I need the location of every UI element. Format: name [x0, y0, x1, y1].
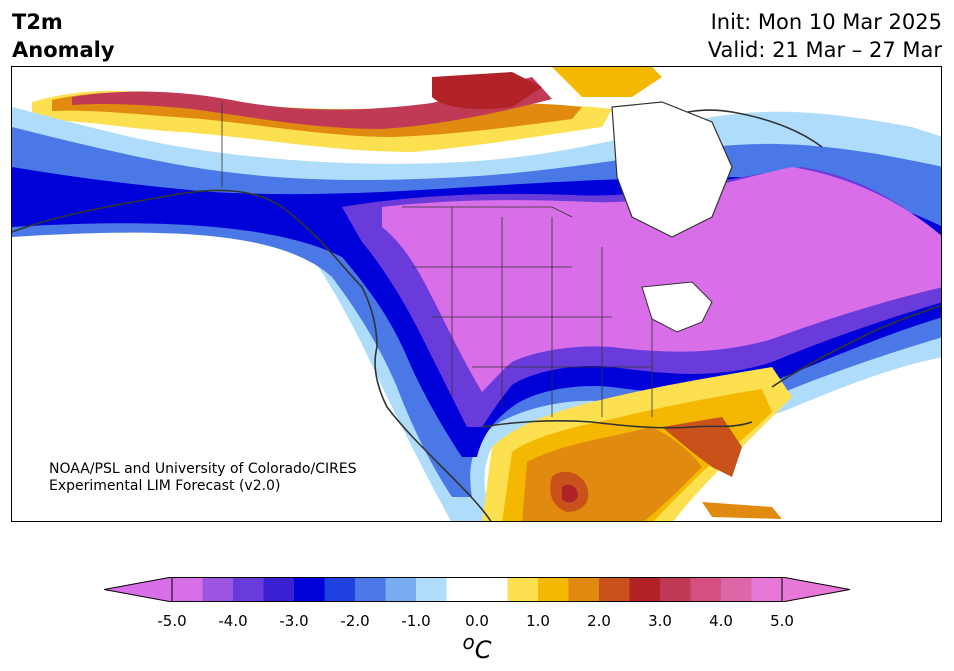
forecast-dates: Init: Mon 10 Mar 2025 Valid: 21 Mar – 27… [708, 8, 942, 64]
colorbar-max-arrow [781, 577, 850, 602]
warm-anomaly-cuba [702, 502, 782, 519]
colorbar-tick-label: 5.0 [770, 612, 794, 630]
colorbar-segment [233, 577, 264, 602]
warm-anomaly-arctic-max [432, 72, 542, 109]
credit-line-2: Experimental LIM Forecast (v2.0) [49, 478, 281, 494]
anomaly-map [11, 66, 942, 522]
colorbar-segment [690, 577, 722, 602]
credit-text: NOAA/PSL and University of Colorado/CIRE… [49, 461, 357, 495]
great-lakes [641, 281, 713, 333]
warm-anomaly-greenland [552, 67, 662, 97]
colorbar-segment [629, 577, 661, 602]
colorbar-segment [507, 577, 539, 602]
colorbar-segment [294, 577, 325, 602]
unit-degree-symbol: o [462, 630, 475, 654]
colorbar-segment [721, 577, 752, 602]
colorbar-segment [568, 577, 600, 602]
political-borders [221, 102, 653, 417]
colorbar-segment [324, 577, 356, 602]
colorbar-unit-label: oC [0, 630, 954, 664]
colorbar-segment [751, 577, 783, 602]
colorbar-tick-label: -3.0 [279, 612, 309, 630]
unit-letter: C [474, 636, 492, 664]
title-variable-suffix: Anomaly [12, 38, 115, 62]
colorbar-tick-label: 3.0 [648, 612, 672, 630]
colorbar-segment [202, 577, 234, 602]
colorbar-tick-label: -2.0 [340, 612, 370, 630]
map-title: T2m Anomaly [12, 8, 115, 64]
colorbar-segment [172, 577, 203, 602]
coastlines [12, 109, 941, 521]
colorbar-min-arrow [104, 577, 173, 602]
colorbar-segment [355, 577, 386, 602]
hudson-bay [611, 101, 733, 238]
colorbar-segment [263, 577, 295, 602]
colorbar-tick-label: 4.0 [709, 612, 733, 630]
warm-anomaly-mexico-peak [562, 484, 578, 503]
colorbar-tick-label: 2.0 [587, 612, 611, 630]
init-date: Init: Mon 10 Mar 2025 [710, 10, 942, 34]
colorbar-segment [599, 577, 630, 602]
colorbar-ticks: -5.0 -4.0 -3.0 -2.0 -1.0 0.0 1.0 2.0 3.0 4.0 5.0 [0, 612, 954, 632]
colorbar-segment [477, 577, 508, 602]
colorbar-frame [171, 577, 783, 602]
warm-anomaly-florida [662, 417, 742, 477]
anomaly-map-svg [12, 67, 941, 521]
credit-line-1: NOAA/PSL and University of Colorado/CIRE… [49, 461, 357, 477]
colorbar [104, 577, 850, 602]
warm-anomaly-arctic-peak [72, 77, 552, 129]
colorbar-segments [172, 577, 783, 602]
colorbar-tick-label: 0.0 [465, 612, 489, 630]
colorbar-tick-label: -1.0 [401, 612, 431, 630]
colorbar-segment [660, 577, 691, 602]
colorbar-tick-label: -5.0 [157, 612, 187, 630]
colorbar-segment [446, 577, 478, 602]
colorbar-tick-label: -4.0 [218, 612, 248, 630]
colorbar-segment [416, 577, 447, 602]
colorbar-segment [385, 577, 417, 602]
valid-range: Valid: 21 Mar – 27 Mar [707, 38, 942, 62]
cold-anomaly-peak [382, 167, 941, 392]
colorbar-tick-label: 1.0 [526, 612, 550, 630]
title-variable: T2m [12, 10, 63, 34]
colorbar-segment [538, 577, 569, 602]
